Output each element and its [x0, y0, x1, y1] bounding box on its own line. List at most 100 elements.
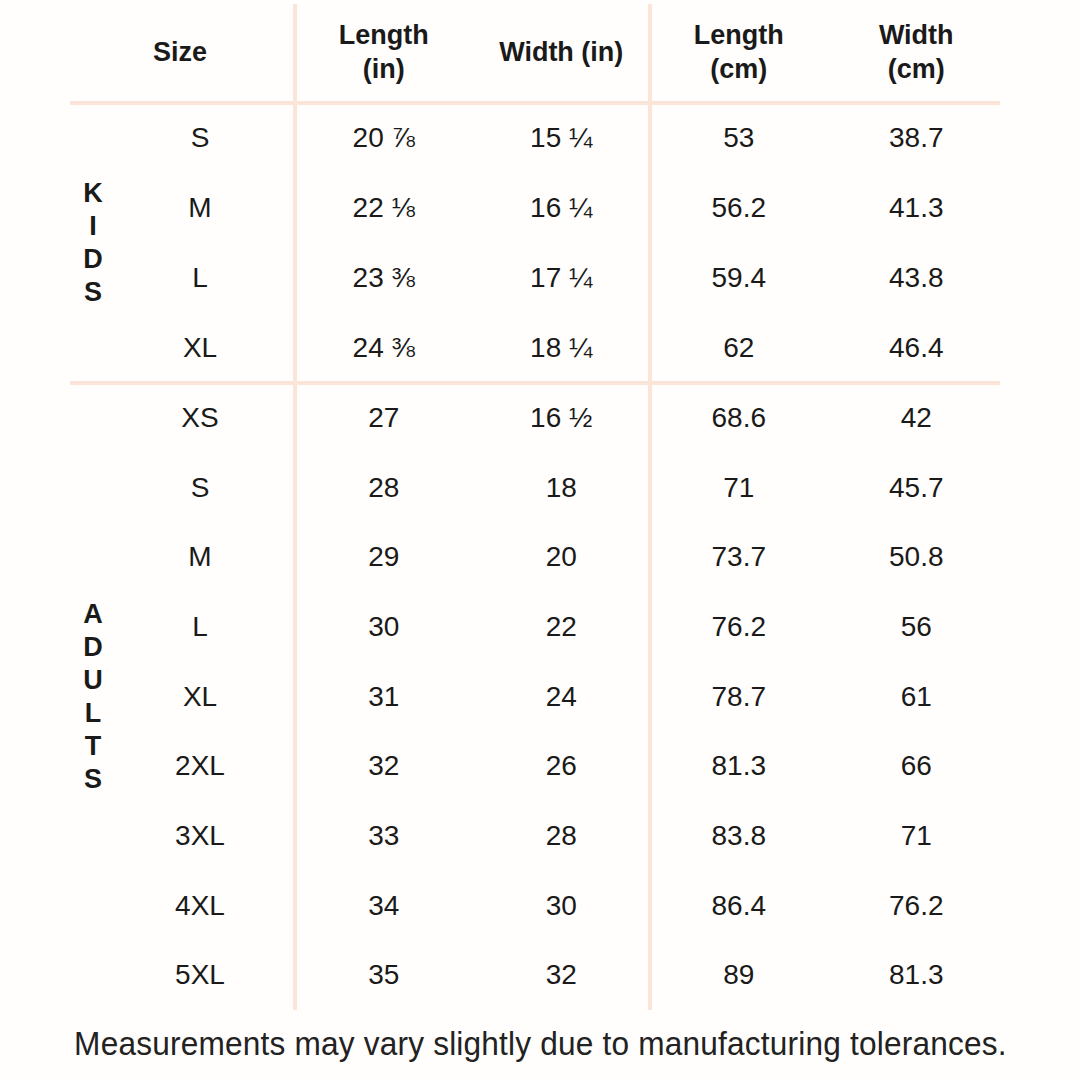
cell-length-in: 31 — [295, 662, 473, 732]
cell-width-cm: 81.3 — [828, 940, 1006, 1010]
corner-spacer — [0, 0, 65, 103]
cell-width-cm: 43.8 — [828, 243, 1006, 313]
adults-group-label: ADULTS — [65, 383, 121, 1010]
cell-length-cm: 53 — [650, 103, 828, 173]
cell-length-cm: 86.4 — [650, 871, 828, 941]
header-length-cm-line2: (cm) — [710, 52, 767, 86]
cell-width-cm: 71 — [828, 801, 1006, 871]
cell-width-in: 16 ¼ — [473, 173, 651, 243]
header-width-cm-line2: (cm) — [888, 52, 945, 86]
cell-width-cm: 50.8 — [828, 522, 1006, 592]
header-size-label: Size — [153, 35, 207, 69]
group-label-letter: T — [85, 730, 102, 763]
header-size: Size — [65, 0, 295, 103]
table-row: XS 27 16 ½ 68.6 42 — [0, 383, 1005, 453]
cell-length-in: 28 — [295, 453, 473, 523]
cell-width-cm: 41.3 — [828, 173, 1006, 243]
header-width-cm: Width (cm) — [828, 0, 1006, 103]
cell-length-cm: 62 — [650, 313, 828, 383]
cell-length-in: 20 ⅞ — [295, 103, 473, 173]
cell-length-cm: 81.3 — [650, 731, 828, 801]
row-spacer — [0, 243, 65, 313]
cell-width-cm: 76.2 — [828, 871, 1006, 941]
cell-width-in: 18 — [473, 453, 651, 523]
cell-length-in: 23 ⅜ — [295, 243, 473, 313]
row-spacer — [0, 173, 65, 243]
group-label-letter: D — [83, 631, 103, 664]
cell-length-in: 35 — [295, 940, 473, 1010]
kids-section: S 20 ⅞ 15 ¼ 53 38.7 M 22 ⅛ 16 ¼ 56.2 41.… — [0, 103, 1005, 383]
cell-length-cm: 73.7 — [650, 522, 828, 592]
cell-width-cm: 46.4 — [828, 313, 1006, 383]
kids-group-label: KIDS — [65, 103, 121, 383]
cell-length-in: 24 ⅜ — [295, 313, 473, 383]
cell-length-in: 30 — [295, 592, 473, 662]
group-label-letter: U — [83, 664, 103, 697]
cell-width-in: 30 — [473, 871, 651, 941]
header-length-cm: Length (cm) — [650, 0, 828, 103]
cell-width-in: 20 — [473, 522, 651, 592]
header-width-in: Width (in) — [473, 0, 651, 103]
table-row: 3XL 33 28 83.8 71 — [0, 801, 1005, 871]
cell-width-cm: 38.7 — [828, 103, 1006, 173]
cell-length-in: 32 — [295, 731, 473, 801]
table-row: 5XL 35 32 89 81.3 — [0, 940, 1005, 1010]
cell-width-in: 18 ¼ — [473, 313, 651, 383]
row-spacer — [0, 731, 65, 801]
row-spacer — [0, 592, 65, 662]
table-row: XL 24 ⅜ 18 ¼ 62 46.4 — [0, 313, 1005, 383]
size-chart: Size Length (in) Width (in) Length (cm) … — [0, 0, 1080, 1080]
cell-width-cm: 42 — [828, 383, 1006, 453]
header-length-in-line1: Length — [339, 18, 429, 52]
cell-width-cm: 45.7 — [828, 453, 1006, 523]
cell-width-in: 26 — [473, 731, 651, 801]
cell-length-cm: 76.2 — [650, 592, 828, 662]
row-spacer — [0, 103, 65, 173]
header-length-in: Length (in) — [295, 0, 473, 103]
table-row: L 23 ⅜ 17 ¼ 59.4 43.8 — [0, 243, 1005, 313]
cell-length-cm: 59.4 — [650, 243, 828, 313]
group-label-letter: L — [85, 697, 102, 730]
footnote-text: Measurements may vary slightly due to ma… — [74, 1024, 1007, 1063]
header-length-in-line2: (in) — [363, 52, 405, 86]
row-spacer — [0, 383, 65, 453]
table-row: XL 31 24 78.7 61 — [0, 662, 1005, 732]
cell-length-cm: 78.7 — [650, 662, 828, 732]
group-label-letter: A — [83, 598, 103, 631]
row-spacer — [0, 522, 65, 592]
cell-length-cm: 68.6 — [650, 383, 828, 453]
cell-width-in: 24 — [473, 662, 651, 732]
row-spacer — [0, 313, 65, 383]
cell-length-in: 33 — [295, 801, 473, 871]
table-row: M 29 20 73.7 50.8 — [0, 522, 1005, 592]
group-label-letter: S — [84, 276, 102, 309]
cell-width-in: 17 ¼ — [473, 243, 651, 313]
cell-length-cm: 89 — [650, 940, 828, 1010]
table-row: S 28 18 71 45.7 — [0, 453, 1005, 523]
cell-length-in: 29 — [295, 522, 473, 592]
header-width-cm-line1: Width — [879, 18, 954, 52]
cell-length-cm: 71 — [650, 453, 828, 523]
cell-length-in: 22 ⅛ — [295, 173, 473, 243]
cell-width-in: 32 — [473, 940, 651, 1010]
cell-width-in: 16 ½ — [473, 383, 651, 453]
cell-width-cm: 61 — [828, 662, 1006, 732]
header-length-cm-line1: Length — [694, 18, 784, 52]
row-spacer — [0, 453, 65, 523]
cell-length-in: 34 — [295, 871, 473, 941]
cell-width-in: 15 ¼ — [473, 103, 651, 173]
row-spacer — [0, 662, 65, 732]
row-spacer — [0, 871, 65, 941]
cell-width-cm: 66 — [828, 731, 1006, 801]
row-spacer — [0, 940, 65, 1010]
cell-length-in: 27 — [295, 383, 473, 453]
footnote: Measurements may vary slightly due to ma… — [0, 1024, 1080, 1063]
cell-length-cm: 83.8 — [650, 801, 828, 871]
group-label-letter: D — [83, 243, 103, 276]
cell-width-in: 28 — [473, 801, 651, 871]
group-label-letter: S — [84, 763, 102, 796]
header-width-in-label: Width (in) — [499, 35, 623, 69]
adults-section: XS 27 16 ½ 68.6 42 S 28 18 71 45.7 M 29 … — [0, 383, 1005, 1010]
table-row: 4XL 34 30 86.4 76.2 — [0, 871, 1005, 941]
table-row: L 30 22 76.2 56 — [0, 592, 1005, 662]
